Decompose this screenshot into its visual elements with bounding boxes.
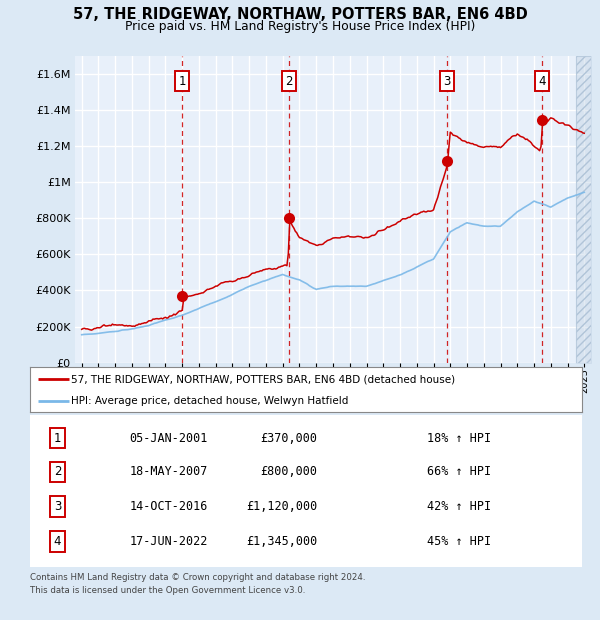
Text: 18% ↑ HPI: 18% ↑ HPI <box>427 432 491 445</box>
Text: 4: 4 <box>54 535 61 548</box>
Text: 1: 1 <box>179 74 186 87</box>
Text: 05-JAN-2001: 05-JAN-2001 <box>130 432 208 445</box>
Text: 17-JUN-2022: 17-JUN-2022 <box>130 535 208 548</box>
Text: HPI: Average price, detached house, Welwyn Hatfield: HPI: Average price, detached house, Welw… <box>71 396 349 405</box>
Text: £800,000: £800,000 <box>260 465 317 478</box>
Text: 57, THE RIDGEWAY, NORTHAW, POTTERS BAR, EN6 4BD (detached house): 57, THE RIDGEWAY, NORTHAW, POTTERS BAR, … <box>71 374 455 384</box>
Text: 4: 4 <box>538 74 545 87</box>
Text: 3: 3 <box>443 74 451 87</box>
Text: £1,120,000: £1,120,000 <box>246 500 317 513</box>
Text: 2: 2 <box>286 74 293 87</box>
Text: £370,000: £370,000 <box>260 432 317 445</box>
Text: 1: 1 <box>54 432 61 445</box>
Text: 18-MAY-2007: 18-MAY-2007 <box>130 465 208 478</box>
Text: This data is licensed under the Open Government Licence v3.0.: This data is licensed under the Open Gov… <box>30 586 305 595</box>
Text: 2: 2 <box>54 465 61 478</box>
Text: Contains HM Land Registry data © Crown copyright and database right 2024.: Contains HM Land Registry data © Crown c… <box>30 574 365 583</box>
Text: 14-OCT-2016: 14-OCT-2016 <box>130 500 208 513</box>
Text: 45% ↑ HPI: 45% ↑ HPI <box>427 535 491 548</box>
Text: 3: 3 <box>54 500 61 513</box>
Text: £1,345,000: £1,345,000 <box>246 535 317 548</box>
Text: 42% ↑ HPI: 42% ↑ HPI <box>427 500 491 513</box>
Text: Price paid vs. HM Land Registry's House Price Index (HPI): Price paid vs. HM Land Registry's House … <box>125 20 475 33</box>
Text: 57, THE RIDGEWAY, NORTHAW, POTTERS BAR, EN6 4BD: 57, THE RIDGEWAY, NORTHAW, POTTERS BAR, … <box>73 7 527 22</box>
Text: 66% ↑ HPI: 66% ↑ HPI <box>427 465 491 478</box>
